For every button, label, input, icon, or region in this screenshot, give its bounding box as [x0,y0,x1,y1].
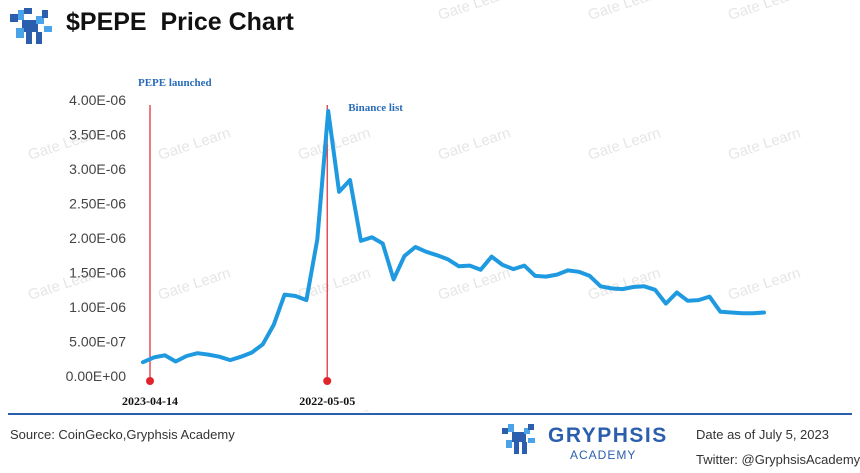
watermark-text: Gate Learn [726,264,803,303]
brand-subtitle: ACADEMY [570,448,637,462]
twitter-handle: Twitter: @GryphsisAcademy [696,452,860,467]
watermark-text: Gate Learn [726,0,803,24]
watermark-text: Gate Learn [436,264,513,303]
annotations-layer: PEPE launched 2023-04-14 Binance list 2022-… [122,77,403,408]
y-tick-label: 3.00E-06 [69,161,126,177]
y-tick-label: 2.00E-06 [69,230,126,246]
y-tick-label: 1.50E-06 [69,265,126,281]
gryphon-brand-icon [502,424,535,454]
watermark-text: Gate Learn [726,124,803,163]
y-tick-label: 3.50E-06 [69,127,126,143]
event-label: Binance list [348,102,403,114]
y-axis: 0.00E+00 5.00E-07 1.00E-06 1.50E-06 2.00E-06… [66,92,127,384]
event-date-label: 2022-05-05 [299,394,355,408]
y-tick-label: 0.00E+00 [66,368,127,384]
y-tick-label: 1.00E-06 [69,299,126,315]
page-title: $PEPE Price Chart [66,8,294,36]
footer-divider [8,413,852,415]
event-marker [146,377,154,385]
event-marker [323,377,332,385]
brand-name: GRYPHSIS [548,424,668,447]
series-line [141,109,766,365]
y-tick-label: 5.00E-07 [69,334,126,350]
event-date-label: 2023-04-14 [122,394,178,408]
watermark-text: Gate Learn [436,124,513,163]
y-tick-label: 2.50E-06 [69,196,126,212]
event-label: PEPE launched [138,77,212,89]
watermark-layer: Gate Learn Gate Learn Gate Learn Gate Learn… [26,0,803,412]
source-note: Source: CoinGecko,Gryphsis Academy [10,427,235,442]
watermark-text: Gate Learn [156,124,233,163]
date-note: Date as of July 5, 2023 [696,427,829,442]
y-tick-label: 4.00E-06 [69,92,126,108]
watermark-text: Gate Learn [156,264,233,303]
price-chart: Gate Learn Gate Learn Gate Learn Gate Learn… [26,0,803,412]
gryphon-logo-icon [10,8,52,44]
watermark-text: Gate Learn [586,0,663,24]
watermark-text: Gate Learn [586,124,663,163]
watermark-text: Gate Learn [436,0,513,24]
